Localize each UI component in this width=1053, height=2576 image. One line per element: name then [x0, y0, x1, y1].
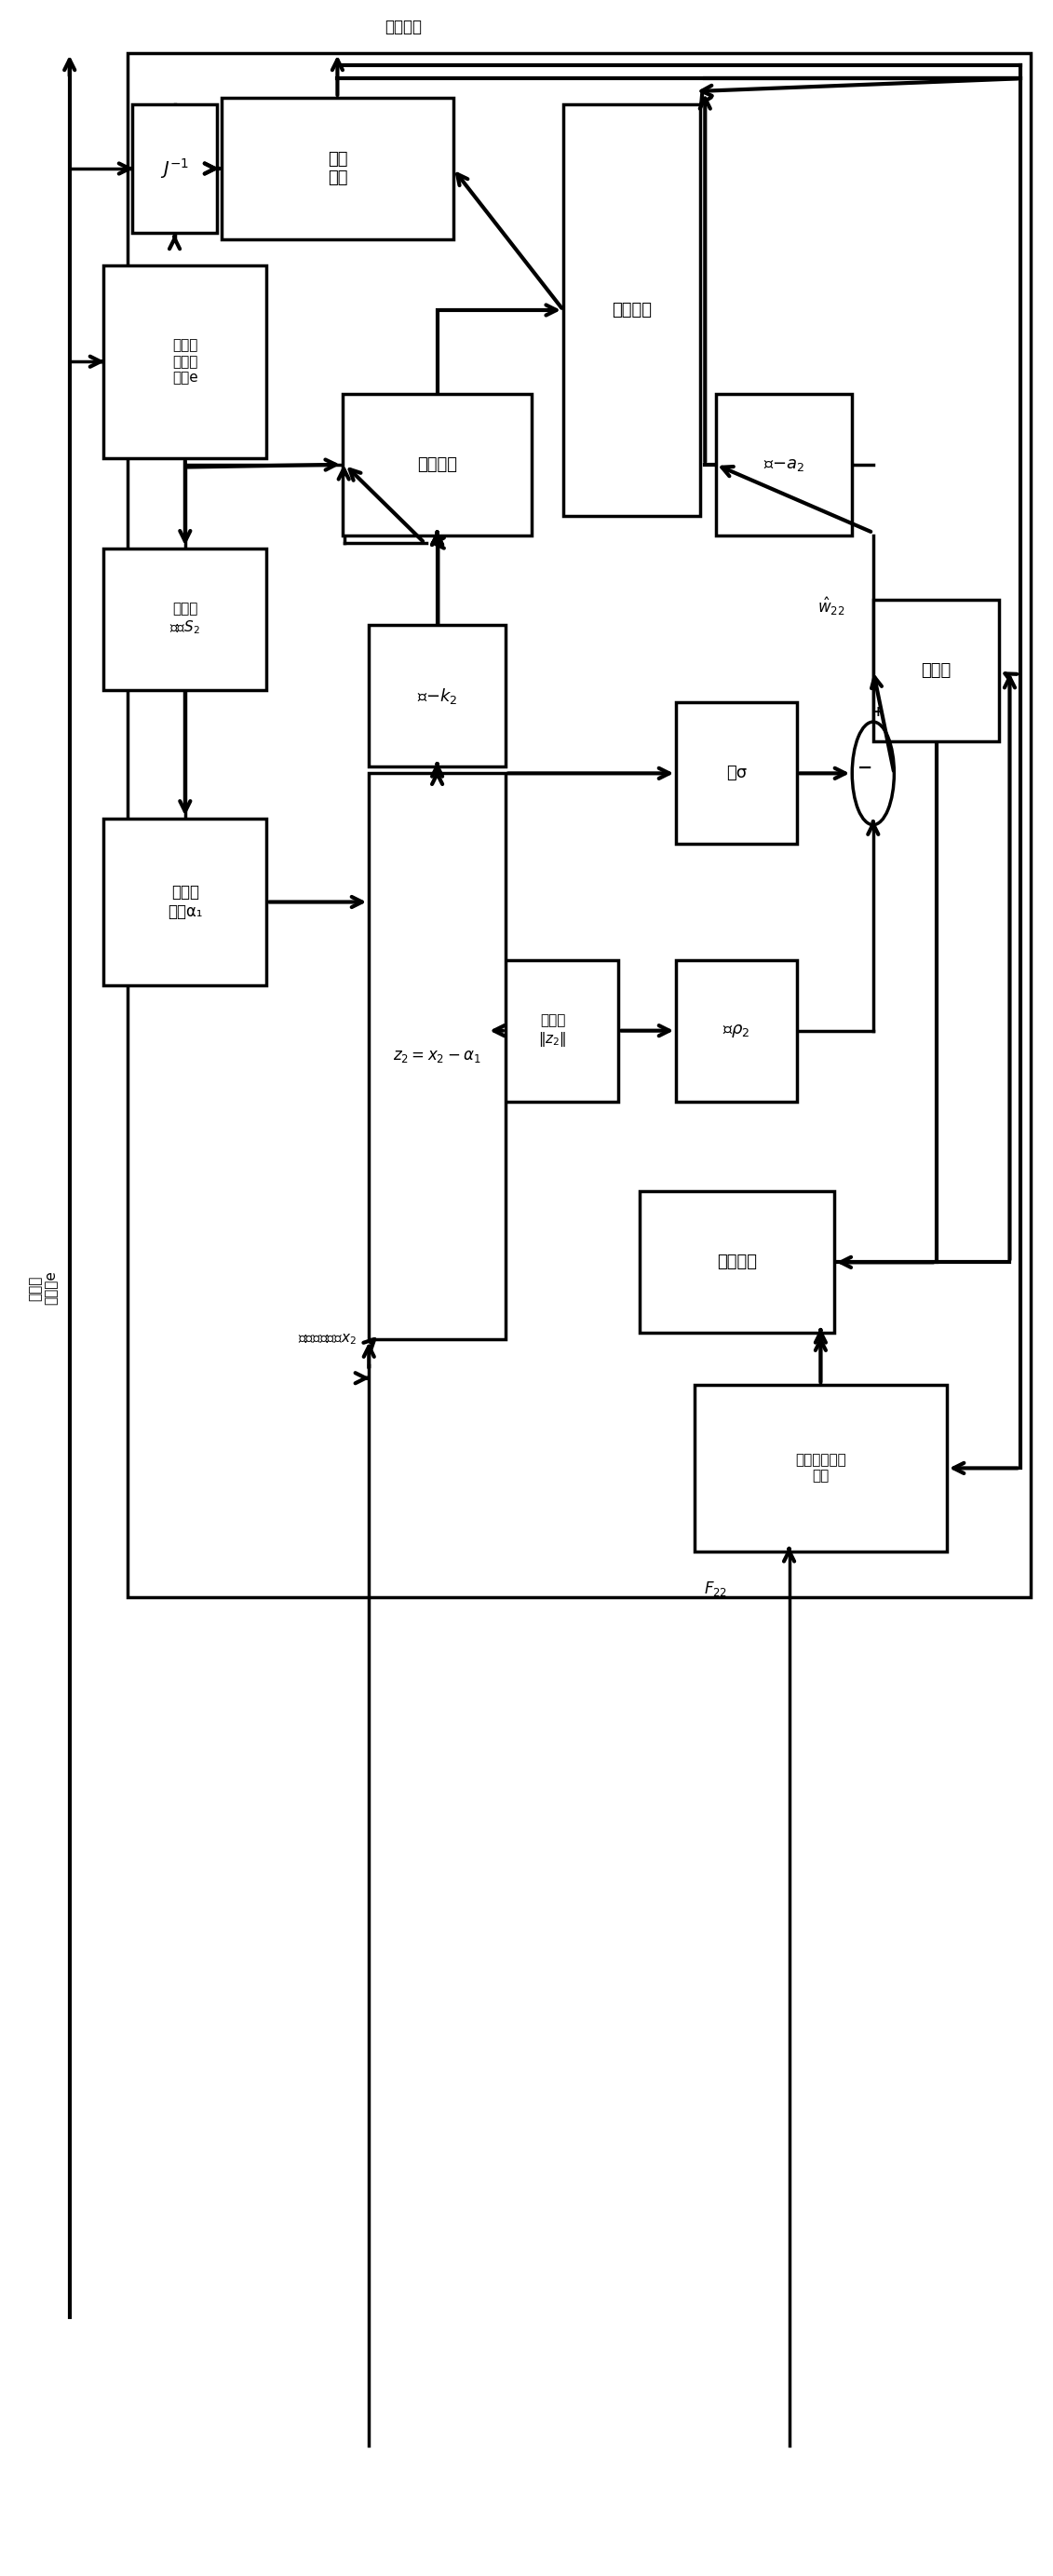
Text: 正切函
数处理
误差e: 正切函 数处理 误差e [173, 337, 198, 384]
Text: $F_{22}$: $F_{22}$ [703, 1579, 728, 1597]
Bar [342, 394, 532, 536]
Bar [563, 103, 700, 515]
Bar [716, 394, 852, 536]
Bar [127, 52, 1031, 1597]
Bar [103, 549, 266, 690]
Text: 虚拟控
制量α₁: 虚拟控 制量α₁ [167, 884, 202, 920]
Text: 三者相乘: 三者相乘 [612, 301, 652, 319]
Bar [103, 265, 266, 459]
Text: 两者相加: 两者相加 [417, 456, 457, 474]
Text: 乘σ: 乘σ [727, 765, 747, 781]
Text: 求识分: 求识分 [921, 662, 951, 677]
Text: 求范数
$\|z_2\|$: 求范数 $\|z_2\|$ [538, 1012, 567, 1048]
Text: $J^{-1}$: $J^{-1}$ [160, 157, 190, 180]
Bar [369, 626, 505, 768]
Bar [369, 773, 505, 1340]
Text: 乘$ρ_2$: 乘$ρ_2$ [722, 1023, 751, 1038]
Bar [103, 819, 266, 987]
Text: +: + [872, 706, 883, 719]
Bar [676, 703, 797, 845]
Text: 两者相乘: 两者相乘 [716, 1255, 757, 1270]
Text: 两者
相乘: 两者 相乘 [327, 149, 347, 185]
Text: 乘$-k_2$: 乘$-k_2$ [417, 685, 458, 706]
Text: 乘$-a_2$: 乘$-a_2$ [763, 456, 804, 474]
Text: 新的行
向量$S_2$: 新的行 向量$S_2$ [170, 603, 200, 636]
Text: 控制信号: 控制信号 [384, 18, 422, 36]
Text: $z_2=x_2-\alpha_1$: $z_2=x_2-\alpha_1$ [393, 1048, 481, 1064]
Bar [133, 103, 217, 232]
Text: 实际运行速度$x_2$: 实际运行速度$x_2$ [298, 1332, 356, 1347]
Bar [873, 600, 999, 742]
Bar [695, 1383, 947, 1551]
Text: 核函数计算产
生器: 核函数计算产 生器 [795, 1453, 847, 1484]
Bar [639, 1193, 834, 1332]
Text: −: − [857, 760, 872, 778]
Text: $\hat{w}_{22}$: $\hat{w}_{22}$ [817, 595, 845, 618]
Bar [222, 98, 453, 240]
Bar [676, 961, 797, 1103]
Bar [488, 961, 618, 1103]
Text: 轨迹跟
踪误差e: 轨迹跟 踪误差e [28, 1270, 58, 1306]
